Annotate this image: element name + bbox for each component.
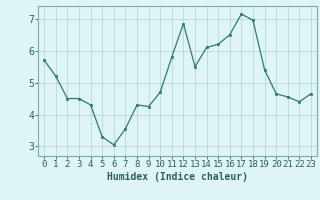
X-axis label: Humidex (Indice chaleur): Humidex (Indice chaleur) xyxy=(107,172,248,182)
